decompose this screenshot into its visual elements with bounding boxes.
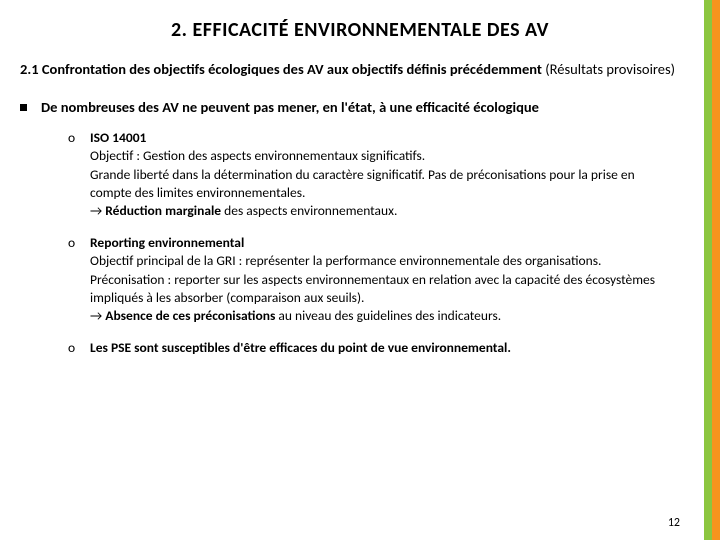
item-conclusion: → Réduction marginale des aspects enviro… bbox=[90, 202, 670, 220]
sub-list: o ISO 14001 Objectif : Gestion des aspec… bbox=[20, 129, 690, 357]
circle-marker-icon: o bbox=[68, 339, 80, 357]
bar-orange bbox=[712, 0, 720, 540]
item-body: ISO 14001 Objectif : Gestion des aspects… bbox=[90, 129, 690, 220]
item-text: Objectif principal de la GRI : représent… bbox=[90, 252, 670, 307]
item-conclusion: → Absence de ces préconisations au nivea… bbox=[90, 307, 670, 325]
item-body: Reporting environnemental Objectif princ… bbox=[90, 234, 690, 325]
arrow-icon: → bbox=[90, 202, 105, 219]
subtitle-rest: (Résultats provisoires) bbox=[542, 60, 675, 78]
slide-title: 2. EFFICACITÉ ENVIRONNEMENTALE DES AV bbox=[0, 0, 720, 42]
content-area: De nombreuses des AV ne peuvent pas mene… bbox=[0, 84, 720, 358]
item-body: Les PSE sont susceptibles d'être efficac… bbox=[90, 339, 690, 357]
item-heading: Reporting environnemental bbox=[90, 234, 670, 252]
main-bullet-text: De nombreuses des AV ne peuvent pas mene… bbox=[41, 98, 539, 118]
subtitle-bold: 2.1 Confrontation des objectifs écologiq… bbox=[20, 60, 542, 78]
item-text: Objectif : Gestion des aspects environne… bbox=[90, 147, 670, 202]
item-heading: ISO 14001 bbox=[90, 129, 670, 147]
conclusion-rest: au niveau des guidelines des indicateurs… bbox=[275, 307, 501, 324]
page-number: 12 bbox=[668, 516, 680, 530]
conclusion-em: Réduction marginale bbox=[105, 202, 221, 219]
arrow-icon: → bbox=[90, 307, 105, 324]
bar-green bbox=[704, 0, 712, 540]
list-item: o ISO 14001 Objectif : Gestion des aspec… bbox=[68, 129, 690, 220]
conclusion-rest: des aspects environnementaux. bbox=[221, 202, 397, 219]
list-item: o Reporting environnemental Objectif pri… bbox=[68, 234, 690, 325]
side-bars bbox=[704, 0, 720, 540]
conclusion-em: Absence de ces préconisations bbox=[105, 307, 275, 324]
circle-marker-icon: o bbox=[68, 234, 80, 252]
section-subtitle: 2.1 Confrontation des objectifs écologiq… bbox=[0, 42, 720, 84]
circle-marker-icon: o bbox=[68, 129, 80, 147]
item-heading: Les PSE sont susceptibles d'être efficac… bbox=[90, 339, 670, 357]
main-bullet: De nombreuses des AV ne peuvent pas mene… bbox=[20, 98, 690, 118]
list-item: o Les PSE sont susceptibles d'être effic… bbox=[68, 339, 690, 357]
square-bullet-icon bbox=[20, 104, 27, 111]
